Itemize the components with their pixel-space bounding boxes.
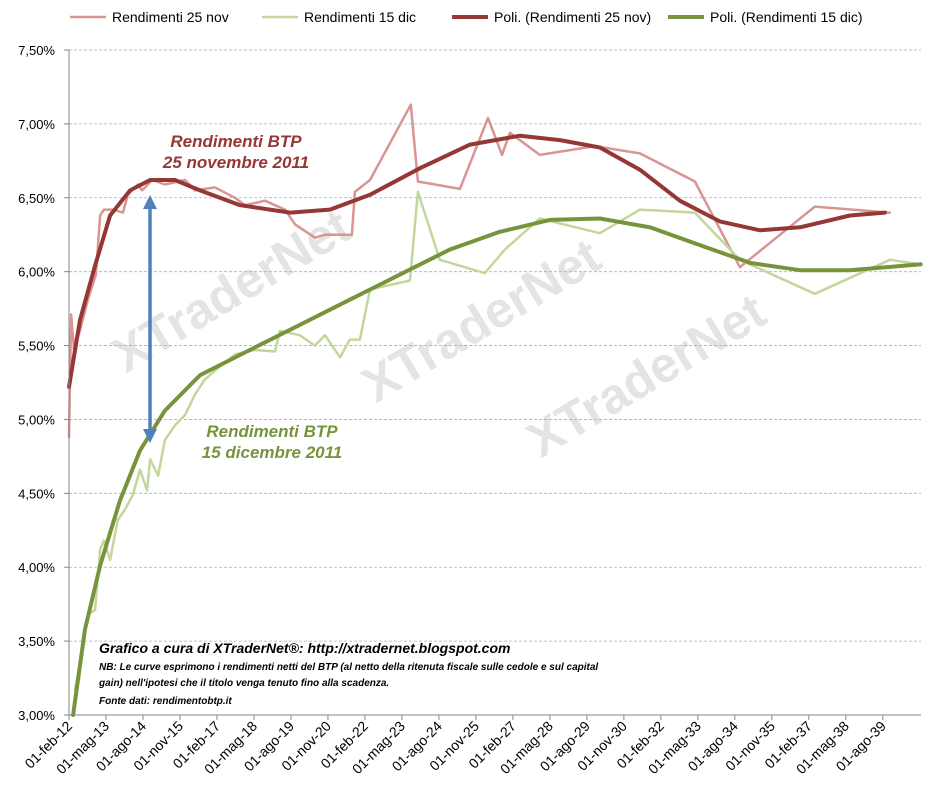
annotation-line: 15 dicembre 2011 xyxy=(202,443,343,462)
y-tick-label: 4,50% xyxy=(18,486,55,501)
series-line xyxy=(73,190,922,692)
lines xyxy=(67,103,923,717)
y-tick-label: 7,00% xyxy=(18,117,55,132)
annotation: Rendimenti BTP 25 novembre 2011 xyxy=(162,132,309,172)
y-tick-label: 3,50% xyxy=(18,634,55,649)
watermarks: XTraderNet XTraderNet XTraderNet xyxy=(102,198,775,469)
legend-label: Rendimenti 15 dic xyxy=(304,9,416,25)
annotation-line: 25 novembre 2011 xyxy=(162,153,309,172)
note: NB: Le curve esprimono i rendimenti nett… xyxy=(99,662,598,673)
legend-label: Poli. (Rendimenti 25 nov) xyxy=(494,9,651,25)
note: gain) nell'ipotesi che il titolo venga t… xyxy=(98,678,389,689)
legend-label: Rendimenti 25 nov xyxy=(112,9,229,25)
source: Fonte dati: rendimentobtp.it xyxy=(99,696,232,707)
y-tick-label: 7,50% xyxy=(18,43,55,58)
y-tick-label: 5,50% xyxy=(18,339,55,354)
y-tick-label: 5,00% xyxy=(18,412,55,427)
series-line xyxy=(71,216,923,717)
annotation-line: Rendimenti BTP xyxy=(170,132,302,151)
watermark: XTraderNet xyxy=(352,228,610,414)
series-line xyxy=(67,103,892,439)
grid xyxy=(69,49,921,642)
y-tick-label: 3,00% xyxy=(18,708,55,723)
watermark: XTraderNet xyxy=(517,283,775,469)
annotation-line: Rendimenti BTP xyxy=(206,422,338,441)
y-tick-label: 4,00% xyxy=(18,560,55,575)
credit: Grafico a cura di XTraderNet®: http://xt… xyxy=(99,640,510,656)
annotation: Rendimenti BTP 15 dicembre 2011 xyxy=(202,422,343,462)
legend-label: Poli. (Rendimenti 15 dic) xyxy=(710,9,863,25)
y-tick-label: 6,50% xyxy=(18,191,55,206)
watermark: XTraderNet xyxy=(102,198,360,384)
series-line xyxy=(67,133,887,389)
y-tick-label: 6,00% xyxy=(18,265,55,280)
legend: Rendimenti 25 nov Rendimenti 15 dic Poli. … xyxy=(70,9,863,25)
